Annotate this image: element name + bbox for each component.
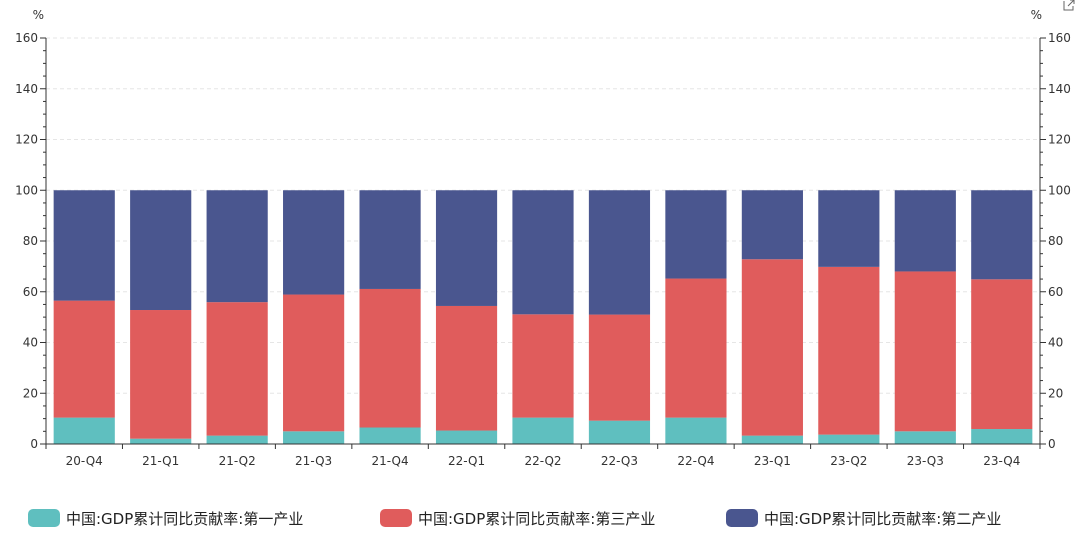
bar-21-Q4-series-1[interactable] bbox=[359, 288, 421, 428]
y-tick-label-left: 80 bbox=[23, 234, 38, 248]
y-unit-right: % bbox=[1031, 8, 1042, 22]
bar-22-Q3-series-0[interactable] bbox=[588, 420, 651, 444]
legend-item-2[interactable]: 中国:GDP累计同比贡献率:第二产业 bbox=[726, 509, 1001, 528]
bar-23-Q2-series-1[interactable] bbox=[818, 266, 880, 435]
y-tick-label-left: 20 bbox=[23, 386, 38, 400]
bar-21-Q2-series-0[interactable] bbox=[206, 435, 268, 444]
x-tick-label-23-Q3: 23-Q3 bbox=[907, 454, 944, 468]
axes: 0 0 20 20 40 40 60 60 80 80 100 100 120 120 140 140 160 1… bbox=[15, 8, 1071, 468]
bar-21-Q1-series-0[interactable] bbox=[130, 438, 192, 444]
y-tick-label-left: 140 bbox=[15, 82, 38, 96]
x-tick-label-22-Q4: 22-Q4 bbox=[677, 454, 714, 468]
bar-21-Q3-series-0[interactable] bbox=[283, 431, 345, 444]
y-tick-label-right: 80 bbox=[1048, 234, 1063, 248]
x-tick-label-22-Q3: 22-Q3 bbox=[601, 454, 638, 468]
legend: 中国:GDP累计同比贡献率:第一产业 中国:GDP累计同比贡献率:第三产业 中国:G… bbox=[28, 509, 1001, 528]
bar-22-Q2-series-2[interactable] bbox=[512, 190, 574, 315]
y-tick-label-left: 40 bbox=[23, 336, 38, 350]
x-tick-label-23-Q2: 23-Q2 bbox=[830, 454, 867, 468]
x-tick-label-21-Q1: 21-Q1 bbox=[142, 454, 179, 468]
y-tick-label-left: 120 bbox=[15, 133, 38, 147]
bar-21-Q3-series-1[interactable] bbox=[283, 294, 345, 432]
bar-21-Q1-series-1[interactable] bbox=[130, 310, 192, 439]
y-tick-label-right: 40 bbox=[1048, 336, 1063, 350]
y-tick-label-right: 60 bbox=[1048, 285, 1063, 299]
bar-23-Q4-series-2[interactable] bbox=[971, 190, 1033, 280]
y-unit-left: % bbox=[33, 8, 44, 22]
legend-item-0[interactable]: 中国:GDP累计同比贡献率:第一产业 bbox=[28, 509, 303, 528]
legend-label: 中国:GDP累计同比贡献率:第一产业 bbox=[66, 510, 303, 528]
legend-swatch bbox=[380, 509, 412, 527]
y-tick-label-right: 140 bbox=[1048, 82, 1071, 96]
x-tick-label-23-Q1: 23-Q1 bbox=[754, 454, 791, 468]
y-tick-label-right: 20 bbox=[1048, 386, 1063, 400]
bar-22-Q1-series-2[interactable] bbox=[435, 190, 498, 306]
bar-22-Q4-series-1[interactable] bbox=[665, 278, 727, 418]
bar-22-Q1-series-1[interactable] bbox=[435, 305, 498, 431]
bar-23-Q1-series-1[interactable] bbox=[741, 259, 803, 436]
legend-swatch bbox=[726, 509, 758, 527]
x-tick-label-22-Q2: 22-Q2 bbox=[524, 454, 561, 468]
bar-21-Q2-series-2[interactable] bbox=[206, 190, 268, 303]
bar-21-Q4-series-2[interactable] bbox=[359, 190, 421, 289]
bar-22-Q1-series-0[interactable] bbox=[435, 430, 498, 444]
legend-label: 中国:GDP累计同比贡献率:第三产业 bbox=[418, 510, 655, 528]
legend-label: 中国:GDP累计同比贡献率:第二产业 bbox=[764, 510, 1001, 528]
bar-21-Q1-series-2[interactable] bbox=[130, 190, 192, 311]
x-tick-label-22-Q1: 22-Q1 bbox=[448, 454, 485, 468]
bar-21-Q3-series-2[interactable] bbox=[283, 190, 345, 295]
legend-item-1[interactable]: 中国:GDP累计同比贡献率:第三产业 bbox=[380, 509, 655, 528]
export-icon[interactable] bbox=[1063, 0, 1075, 11]
bar-22-Q4-series-0[interactable] bbox=[665, 417, 727, 444]
x-tick-label-21-Q2: 21-Q2 bbox=[219, 454, 256, 468]
bar-23-Q3-series-1[interactable] bbox=[894, 271, 956, 432]
x-tick-label-21-Q4: 21-Q4 bbox=[372, 454, 409, 468]
bar-20-Q4-series-2[interactable] bbox=[53, 190, 115, 301]
x-tick-label-20-Q4: 20-Q4 bbox=[66, 454, 103, 468]
x-tick-label-21-Q3: 21-Q3 bbox=[295, 454, 332, 468]
y-tick-label-right: 100 bbox=[1048, 183, 1071, 197]
x-tick-label-23-Q4: 23-Q4 bbox=[983, 454, 1020, 468]
y-tick-label-left: 0 bbox=[30, 437, 38, 451]
y-tick-label-left: 160 bbox=[15, 31, 38, 45]
y-tick-label-right: 160 bbox=[1048, 31, 1071, 45]
bar-22-Q2-series-0[interactable] bbox=[512, 417, 574, 444]
bar-21-Q2-series-1[interactable] bbox=[206, 302, 268, 436]
bar-20-Q4-series-1[interactable] bbox=[53, 300, 115, 418]
bar-23-Q1-series-0[interactable] bbox=[741, 435, 803, 444]
bar-23-Q4-series-0[interactable] bbox=[971, 429, 1033, 444]
bar-23-Q4-series-1[interactable] bbox=[971, 279, 1033, 430]
bar-23-Q2-series-2[interactable] bbox=[818, 190, 880, 267]
bar-23-Q3-series-0[interactable] bbox=[894, 431, 956, 444]
bars bbox=[53, 190, 1033, 444]
bar-22-Q3-series-2[interactable] bbox=[588, 190, 651, 315]
bar-22-Q3-series-1[interactable] bbox=[588, 314, 651, 421]
bar-23-Q3-series-2[interactable] bbox=[894, 190, 956, 272]
bar-23-Q1-series-2[interactable] bbox=[741, 190, 803, 260]
bar-21-Q4-series-0[interactable] bbox=[359, 427, 421, 444]
bar-22-Q2-series-1[interactable] bbox=[512, 314, 574, 418]
bar-20-Q4-series-0[interactable] bbox=[53, 417, 115, 444]
legend-swatch bbox=[28, 509, 60, 527]
y-tick-label-left: 60 bbox=[23, 285, 38, 299]
bar-22-Q4-series-2[interactable] bbox=[665, 190, 727, 279]
y-tick-label-right: 120 bbox=[1048, 133, 1071, 147]
y-tick-label-right: 0 bbox=[1048, 437, 1056, 451]
y-tick-label-left: 100 bbox=[15, 183, 38, 197]
bar-23-Q2-series-0[interactable] bbox=[818, 434, 880, 444]
